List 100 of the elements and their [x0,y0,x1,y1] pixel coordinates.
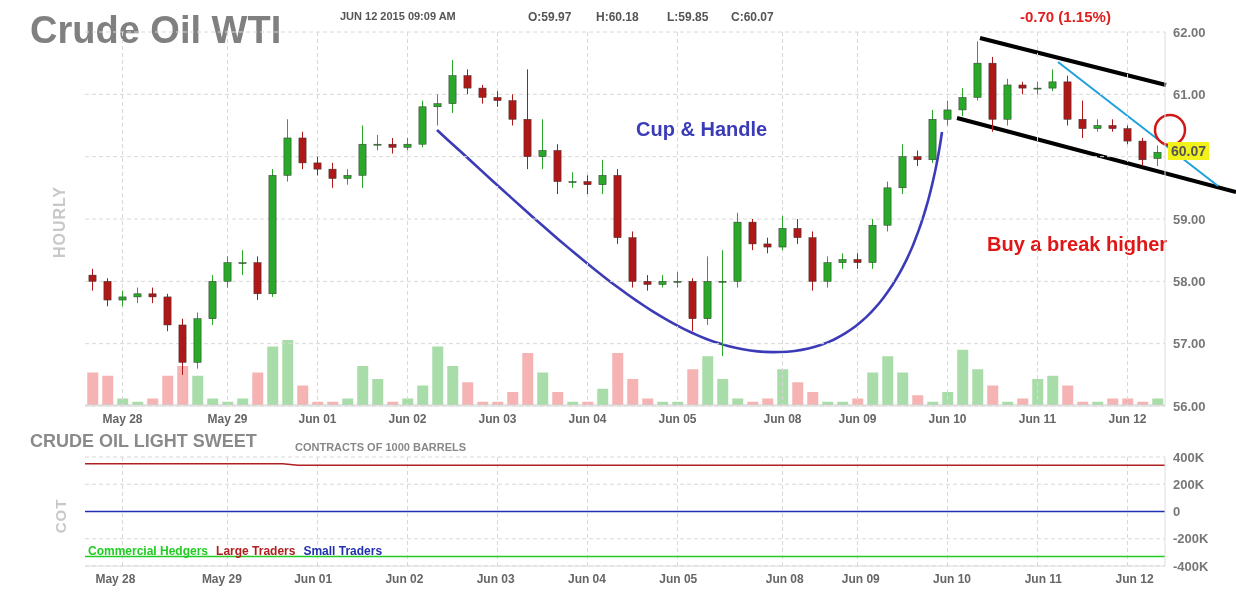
bar [372,379,384,405]
candlestick [1123,125,1132,145]
bar [1032,379,1044,405]
candlestick [823,255,832,289]
candlestick [103,277,112,307]
text: O:59.97 [528,10,572,24]
candlestick [433,93,442,126]
bar [537,372,549,405]
text: Large Traders [216,544,296,558]
x-tick-label: Jun 05 [659,571,698,586]
candlestick [748,218,757,251]
candlestick [1138,137,1147,167]
candlestick [793,218,802,245]
x-tick-label: May 29 [201,571,243,586]
chart-subtitle: CONTRACTS OF 1000 BARRELS [295,441,467,453]
y-tick-label: 58.00 [1173,273,1206,289]
candlestick [88,268,97,292]
candlestick [238,249,247,276]
x-tick-label: Jun 09 [838,411,877,426]
candlestick [778,215,787,251]
bar [912,395,924,405]
x-tick-label: Jun 04 [567,571,607,586]
bar [717,379,729,405]
bar [597,388,609,405]
bar [552,392,564,405]
bar [102,375,114,405]
x-tick-label: May 29 [207,411,248,426]
x-tick-label: Jun 12 [1108,411,1147,426]
bar [447,366,459,405]
candlestick [313,156,322,176]
text: L:59.85 [667,10,709,24]
bar [897,372,909,405]
bar [417,385,429,405]
chart-title: Crude Oil WTI [30,9,282,52]
bar [792,382,804,405]
x-tick-label: May 28 [102,411,143,426]
bar [1047,375,1059,405]
y-tick-label: 62.00 [1173,24,1206,40]
bar [507,392,519,405]
text: C:60.07 [731,10,774,24]
x-tick-label: Jun 01 [294,571,333,586]
x-tick-label: Jun 09 [841,571,881,586]
bar [687,369,699,405]
bar [177,366,189,405]
candlestick [478,84,487,105]
x-tick-label: Jun 04 [568,411,607,426]
y-tick-label: -200K [1173,531,1210,547]
y-tick-label: 56.00 [1173,398,1206,414]
y-tick-label: 61.00 [1173,86,1206,102]
x-tick-label: May 28 [95,571,136,586]
x-tick-label: Jun 12 [1115,571,1154,586]
candlestick [328,162,337,189]
bar [297,385,309,405]
y-tick-label: 57.00 [1173,336,1206,352]
x-tick-label: Jun 02 [385,571,424,586]
bar [192,375,204,405]
y-tick-label: 400K [1173,449,1205,465]
text: Small Traders [303,544,383,558]
bar [162,375,174,405]
y-tick-label: 200K [1173,476,1205,492]
bar [882,356,894,405]
annotation: Cup & Handle [636,118,768,141]
bar [972,369,984,405]
x-tick-label: Jun 10 [933,571,972,586]
x-tick-label: Jun 08 [765,571,805,586]
bar [987,385,999,405]
text: -0.70 (1.15%) [1020,8,1111,25]
candlestick [1048,68,1057,92]
bar [807,392,819,405]
x-tick-label: Jun 03 [476,571,516,586]
x-tick-label: Jun 11 [1018,411,1057,426]
series-label: Commercial Hedgers [88,544,209,558]
bar [777,369,789,405]
candlestick [1153,144,1162,167]
bar [432,346,444,405]
y-tick-label: -400K [1173,558,1210,574]
bar [462,382,474,405]
chart-subtitle: JUN 12 2015 09:09 AM [340,10,456,22]
bar [867,372,879,405]
candlestick [598,159,607,195]
candlestick [718,249,727,357]
x-tick-label: Jun 10 [928,411,967,426]
bar [522,353,534,405]
text: H:60.18 [596,10,639,24]
bar [282,340,294,405]
x-tick-label: Jun 08 [763,411,802,426]
bar [627,379,639,405]
bar [702,356,714,405]
bar [252,372,264,405]
candlestick [958,87,967,117]
chart-title: CRUDE OIL LIGHT SWEET [30,431,257,452]
candlestick [1078,100,1087,139]
candlestick [223,255,232,289]
candlestick [538,118,547,170]
bar [267,346,279,405]
bar [957,349,969,405]
x-tick-label: Jun 02 [388,411,427,426]
x-tick-label: Jun 11 [1024,571,1063,586]
x-tick-label: Jun 03 [478,411,517,426]
x-tick-label: Jun 05 [658,411,697,426]
